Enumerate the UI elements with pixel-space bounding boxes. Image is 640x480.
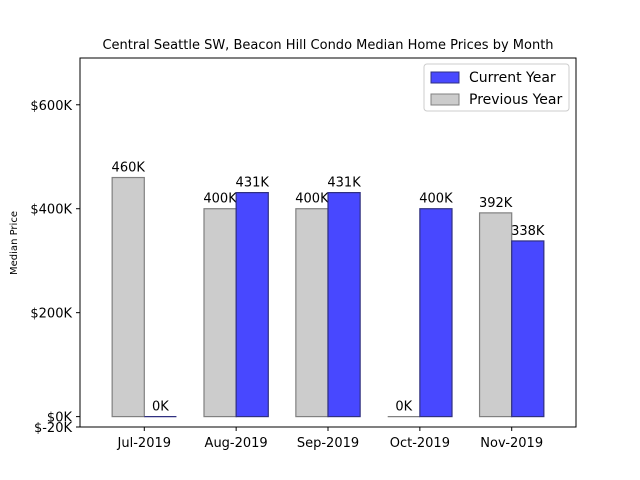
- data-label-current-2: 431K: [327, 176, 361, 191]
- y-tick-label-4: $600K: [30, 99, 72, 114]
- legend: Current Year Previous Year: [423, 63, 570, 112]
- x-tick-label-2: Sep-2019: [297, 436, 359, 451]
- data-label-current-3: 400K: [419, 192, 453, 207]
- legend-box: [423, 63, 570, 112]
- bar-current-1: [235, 192, 269, 418]
- bar-current-4: [511, 240, 545, 418]
- y-tick-label-2: $200K: [30, 307, 72, 322]
- data-label-previous-0: 460K: [112, 161, 146, 176]
- bar-current-3: [419, 208, 453, 418]
- legend-swatch-current: [430, 71, 460, 84]
- bar-current-2: [327, 192, 361, 418]
- data-label-previous-1: 400K: [203, 192, 237, 207]
- x-tick-label-4: Nov-2019: [480, 436, 543, 451]
- y-axis-label: Median Price: [9, 211, 20, 275]
- data-label-previous-4: 392K: [479, 196, 513, 211]
- x-tick-label-1: Aug-2019: [205, 436, 268, 451]
- x-tick-label-0: Jul-2019: [117, 436, 171, 451]
- y-tick-label-1: $0K: [47, 411, 73, 426]
- bar-previous-2: [295, 208, 329, 418]
- bar-previous-4: [478, 212, 513, 418]
- data-label-previous-3: 0K: [395, 400, 412, 415]
- y-tick-label-0: $-20K: [34, 421, 73, 436]
- legend-swatch-previous: [430, 93, 460, 106]
- data-label-current-0: 0K: [152, 400, 169, 415]
- data-label-current-4: 338K: [511, 224, 545, 239]
- legend-label-previous: Previous Year: [469, 92, 563, 108]
- data-label-previous-2: 400K: [295, 192, 329, 207]
- data-label-current-1: 431K: [236, 176, 270, 191]
- y-tick-label-3: $400K: [30, 203, 72, 218]
- x-tick-label-3: Oct-2019: [390, 436, 450, 451]
- bar-previous-0: [111, 176, 145, 418]
- chart-title: Central Seattle SW, Beacon Hill Condo Me…: [102, 38, 553, 53]
- legend-label-current: Current Year: [469, 70, 556, 86]
- bar-previous-1: [203, 208, 237, 418]
